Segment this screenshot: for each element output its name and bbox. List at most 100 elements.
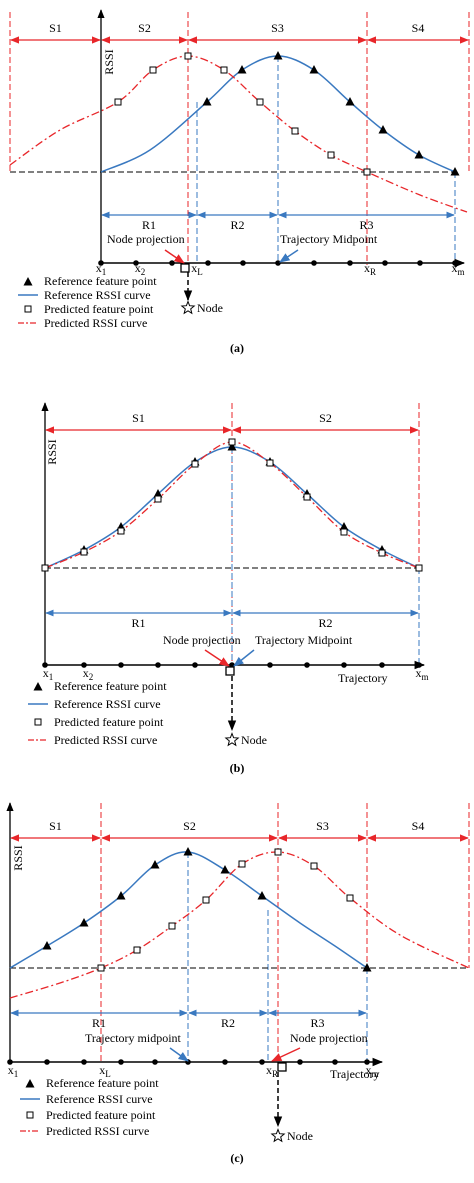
caption: (c)	[230, 1151, 243, 1165]
predicted-feature-point	[26, 1111, 34, 1119]
axis-label: RSSI	[45, 439, 59, 464]
predicted-feature-point	[256, 98, 264, 106]
reference-feature-point	[257, 891, 267, 900]
trajectory-point	[169, 260, 175, 266]
reference-feature-point	[220, 865, 230, 874]
trajectory-point	[364, 1059, 370, 1065]
predicted-feature-point	[168, 922, 176, 930]
trajectory-point	[311, 260, 317, 266]
tick-sub: R	[272, 1069, 278, 1079]
node-projection	[225, 666, 235, 676]
reference-feature-point	[33, 682, 43, 691]
trajectory-point	[152, 1059, 158, 1065]
predicted-feature-point	[303, 493, 311, 501]
tick-sub: m	[421, 672, 428, 682]
predicted-feature-point	[191, 460, 199, 468]
segment-label: S3	[271, 21, 284, 35]
tick-main: x	[83, 666, 89, 680]
reference-feature-point	[42, 941, 52, 950]
reference-feature-point	[153, 489, 163, 498]
x-tick-label: x2	[135, 261, 146, 277]
tick-main: x	[451, 261, 457, 275]
x-tick-label: xR	[364, 261, 376, 277]
predicted-feature-point	[202, 896, 210, 904]
predicted-feature-point	[327, 151, 335, 159]
range-label: R3	[310, 1016, 324, 1030]
axis-label: RSSI	[102, 49, 116, 74]
tick-sub: 1	[49, 672, 54, 682]
predicted-feature-point	[80, 548, 88, 556]
range-label: R2	[318, 616, 332, 630]
legend-label: Predicted RSSI curve	[54, 733, 157, 747]
tick-main: x	[135, 261, 141, 275]
range-label: R1	[131, 616, 145, 630]
predicted-feature-point	[133, 946, 141, 954]
reference-feature-point	[79, 918, 89, 927]
tick-main: x	[191, 261, 197, 275]
trajectory-point	[297, 1059, 303, 1065]
annotation-arrow	[164, 249, 185, 264]
tick-main: x	[415, 666, 421, 680]
legend-label: Predicted RSSI curve	[46, 1124, 149, 1138]
segment-label: S4	[412, 819, 425, 833]
node-label: Node	[197, 301, 223, 315]
trajectory-point	[416, 662, 422, 668]
reference-feature-point	[227, 442, 237, 451]
predicted-feature-point	[310, 862, 318, 870]
legend-label: Reference feature point	[44, 274, 157, 288]
trajectory-point	[267, 662, 273, 668]
tick-sub: 1	[102, 267, 107, 277]
range-label: R1	[92, 1016, 106, 1030]
trajectory-point	[222, 1059, 228, 1065]
tick-sub: R	[370, 267, 376, 277]
legend-label: Predicted RSSI curve	[44, 316, 147, 330]
predicted-feature-point	[378, 549, 386, 557]
trajectory-point	[118, 1059, 124, 1065]
predicted-feature-point	[415, 564, 423, 572]
legend-label: Reference RSSI curve	[44, 288, 151, 302]
range-label: R1	[142, 218, 156, 232]
annotation: Node projection	[290, 1031, 368, 1045]
trajectory-label: Trajectory	[338, 671, 388, 685]
trajectory-point	[452, 260, 458, 266]
legend-label: Reference feature point	[46, 1076, 159, 1090]
annotation: Trajectory midpoint	[85, 1031, 182, 1045]
segment-label: S2	[183, 819, 196, 833]
predicted-feature-point	[274, 848, 282, 856]
trajectory-point	[44, 1059, 50, 1065]
x-tick-label: x1	[43, 666, 54, 682]
trajectory-point	[155, 662, 161, 668]
predicted-rssi-curve	[9, 55, 468, 213]
trajectory-point	[275, 260, 281, 266]
trajectory-point	[304, 662, 310, 668]
legend-label: Predicted feature point	[54, 715, 164, 729]
trajectory-point	[379, 662, 385, 668]
legend-label: Reference RSSI curve	[54, 697, 161, 711]
trajectory-point	[133, 260, 139, 266]
predicted-feature-point	[340, 528, 348, 536]
trajectory-point	[341, 662, 347, 668]
trajectory-label: Trajectory	[330, 1067, 380, 1081]
x-tick-label: x2	[83, 666, 94, 682]
segment-label: S4	[412, 21, 425, 35]
node-label: Node	[287, 1129, 313, 1143]
trajectory-point	[42, 662, 48, 668]
annotation: Trajectory Midpoint	[255, 633, 353, 647]
x-tick-label: xR	[266, 1063, 278, 1079]
annotation-arrow	[233, 649, 255, 667]
annotation: Node projection	[107, 232, 185, 246]
trajectory-point	[332, 1059, 338, 1065]
legend-label: Predicted feature point	[46, 1108, 156, 1122]
reference-feature-point	[183, 847, 193, 856]
node-label: Node	[241, 733, 267, 747]
predicted-feature-point	[346, 894, 354, 902]
reference-rssi-curve	[100, 55, 456, 173]
tick-main: x	[96, 261, 102, 275]
predicted-feature-point	[34, 718, 42, 726]
tick-sub: L	[197, 267, 203, 277]
x-tick-label: xL	[191, 261, 203, 277]
reference-feature-point	[237, 65, 247, 74]
reference-feature-point	[345, 97, 355, 106]
